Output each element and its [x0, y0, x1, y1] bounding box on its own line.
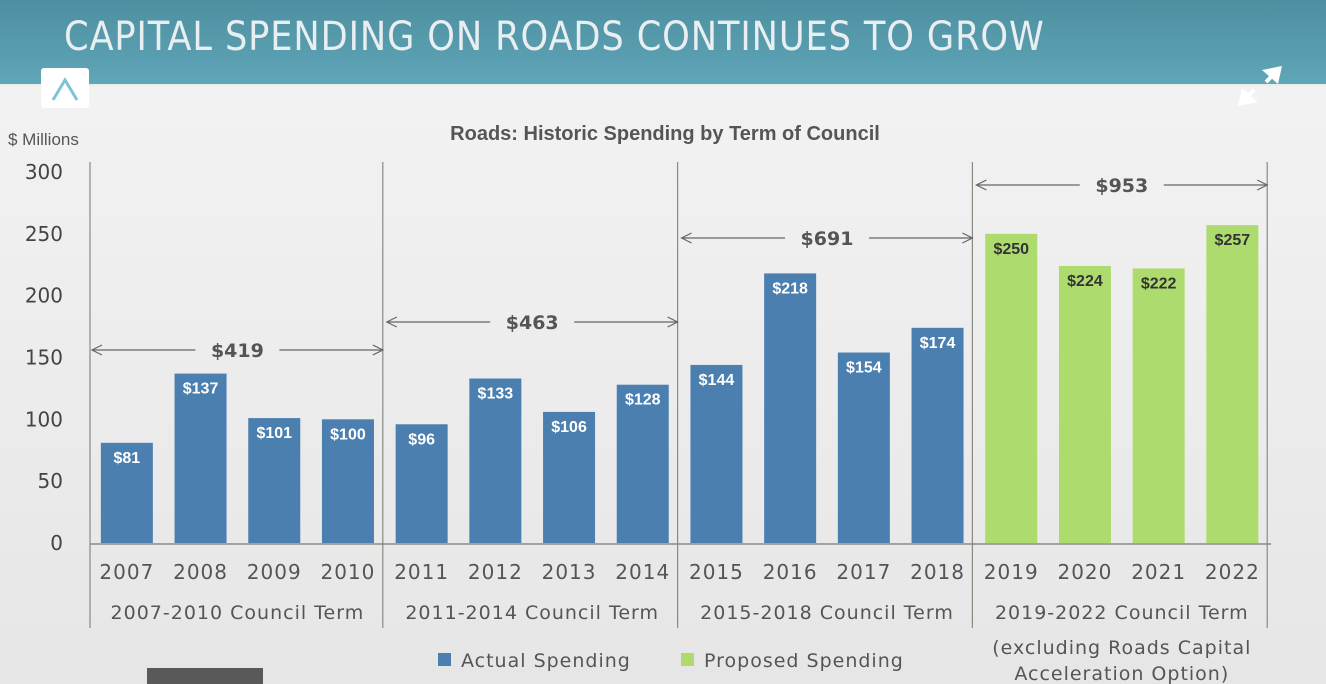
- term-total-label: $691: [801, 228, 854, 250]
- data-label: $128: [625, 392, 661, 409]
- data-label: $224: [1067, 273, 1103, 290]
- x-tick-label: 2017: [836, 560, 891, 584]
- term-total-arrow: [680, 232, 974, 244]
- fullscreen-button[interactable]: [1236, 64, 1284, 106]
- x-tick-label: 2019: [984, 560, 1039, 584]
- legend-label: Proposed Spending: [704, 650, 904, 672]
- x-tick-label: 2007: [99, 560, 154, 584]
- y-tick-label: 300: [25, 160, 63, 184]
- x-tick-label: 2022: [1205, 560, 1260, 584]
- bar-2020: [1058, 265, 1111, 543]
- data-label: $257: [1215, 232, 1251, 249]
- y-tick-label: 100: [25, 407, 63, 431]
- data-label: $81: [113, 450, 140, 467]
- arrow-head-right: [372, 344, 385, 356]
- x-tick-label: 2009: [247, 560, 302, 584]
- bar-2007: [100, 442, 153, 543]
- bar-2019: [985, 233, 1038, 544]
- term-note: (excluding Roads Capital: [992, 637, 1251, 659]
- data-label: $154: [846, 360, 882, 377]
- term-label: 2019-2022 Council Term: [995, 602, 1249, 624]
- bar-2016: [764, 273, 817, 543]
- x-tick-label: 2010: [320, 560, 375, 584]
- term-note: Acceleration Option): [1014, 663, 1229, 684]
- y-tick-label: 0: [50, 531, 63, 555]
- bar-2014: [616, 384, 669, 543]
- legend-swatch: [681, 653, 694, 666]
- legend-label: Actual Spending: [461, 650, 631, 672]
- bar-2021: [1132, 268, 1185, 543]
- y-tick-label: 150: [25, 346, 63, 370]
- term-total-label: $419: [211, 340, 264, 362]
- arrow-head-right: [667, 316, 679, 328]
- page-title: CAPITAL SPENDING ON ROADS CONTINUES TO G…: [64, 14, 1045, 60]
- x-tick-label: 2018: [910, 560, 965, 584]
- bar-2012: [469, 378, 522, 543]
- arrow-head-left: [90, 344, 103, 356]
- term-total-arrow: [90, 344, 385, 356]
- bar-2015: [690, 364, 743, 543]
- x-tick-label: 2015: [689, 560, 744, 584]
- y-axis-label: $ Millions: [8, 130, 79, 149]
- x-tick-label: 2011: [394, 560, 449, 584]
- bar-2018: [911, 327, 964, 543]
- x-tick-label: 2016: [763, 560, 818, 584]
- data-label: $174: [920, 335, 956, 352]
- y-tick-label: 200: [25, 284, 63, 308]
- term-total-arrow: [385, 316, 679, 328]
- chart-title: Roads: Historic Spending by Term of Coun…: [450, 123, 880, 145]
- term-total-label: $953: [1095, 175, 1148, 197]
- bar-2011: [395, 424, 448, 543]
- data-label: $144: [699, 372, 735, 389]
- legend-swatch: [438, 653, 451, 666]
- data-label: $250: [993, 241, 1029, 258]
- arrow-head-right: [1256, 179, 1269, 191]
- data-label: $106: [551, 419, 587, 436]
- bar-2008: [174, 373, 227, 543]
- expand-arrows-icon: [1238, 66, 1282, 106]
- chevron-up-icon: [51, 77, 79, 101]
- y-tick-label: 50: [38, 469, 63, 493]
- bar-2010: [321, 419, 374, 543]
- bar-2017: [837, 352, 890, 543]
- bar-2022: [1206, 225, 1259, 543]
- viewer-toolbar[interactable]: [147, 668, 263, 684]
- term-label: 2007-2010 Council Term: [111, 602, 365, 624]
- x-tick-label: 2020: [1057, 560, 1112, 584]
- x-tick-label: 2012: [468, 560, 523, 584]
- x-tick-label: 2008: [173, 560, 228, 584]
- y-tick-label: 250: [25, 222, 63, 246]
- data-label: $96: [408, 431, 435, 448]
- arrow-head-right: [962, 232, 974, 244]
- arrow-head-left: [385, 316, 398, 328]
- term-total-arrow: [975, 179, 1269, 191]
- term-label: 2015-2018 Council Term: [700, 602, 954, 624]
- arrow-head-left: [680, 232, 692, 244]
- bar-2013: [543, 411, 596, 543]
- title-banner: CAPITAL SPENDING ON ROADS CONTINUES TO G…: [0, 0, 1326, 84]
- data-label: $133: [478, 386, 514, 403]
- bar-2009: [248, 418, 301, 543]
- data-label: $222: [1141, 275, 1177, 292]
- term-label: 2011-2014 Council Term: [405, 602, 659, 624]
- data-label: $218: [772, 280, 808, 297]
- data-label: $137: [183, 381, 219, 398]
- data-label: $100: [330, 426, 366, 443]
- x-tick-label: 2014: [615, 560, 670, 584]
- scroll-up-button[interactable]: [41, 68, 89, 108]
- data-label: $101: [256, 425, 292, 442]
- x-tick-label: 2021: [1131, 560, 1186, 584]
- arrow-head-left: [975, 179, 987, 191]
- x-tick-label: 2013: [542, 560, 597, 584]
- term-total-label: $463: [506, 312, 559, 334]
